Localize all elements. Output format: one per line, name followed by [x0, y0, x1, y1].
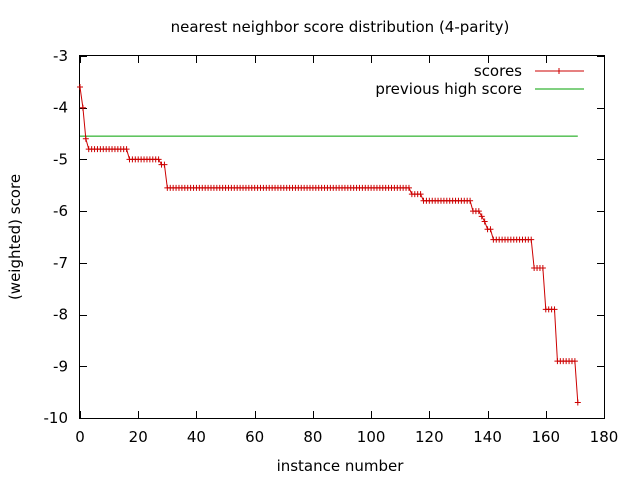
legend-label-scores: scores — [474, 62, 522, 80]
data-point-scores — [467, 197, 474, 204]
data-point-scores — [123, 146, 130, 153]
y-tick-label: -3 — [53, 47, 68, 65]
y-tick-label: -10 — [44, 409, 69, 427]
data-point-scores — [551, 306, 558, 313]
data-point-scores — [79, 104, 86, 111]
y-axis: -3 -4 -5 -6 -7 -8 -9 -10 — [44, 47, 604, 427]
x-tick-label: 60 — [245, 428, 264, 446]
x-axis-label: instance number — [277, 457, 405, 475]
y-tick-label: -4 — [53, 99, 68, 117]
data-point-scores — [571, 358, 578, 365]
series-line-scores — [79, 86, 579, 403]
legend-label-previous-high-score: previous high score — [375, 80, 522, 98]
y-tick-label: -7 — [53, 254, 68, 272]
legend-marker-scores — [556, 68, 562, 74]
plot-frame — [79, 55, 605, 419]
x-tick-label: 180 — [590, 428, 619, 446]
data-point-scores — [487, 226, 494, 233]
data-point-scores — [417, 191, 424, 198]
x-tick-label: 40 — [187, 428, 206, 446]
y-tick-label: -8 — [53, 306, 68, 324]
data-point-scores — [77, 84, 83, 91]
data-point-scores — [405, 184, 412, 191]
data-point-scores — [478, 213, 485, 220]
y-tick-label: -9 — [53, 357, 68, 375]
data-point-scores — [82, 135, 89, 142]
x-tick-label: 0 — [75, 428, 85, 446]
data-point-scores — [161, 161, 168, 168]
data-point-scores — [481, 218, 488, 225]
data-point-scores — [475, 208, 482, 215]
x-axis: 0 20 40 60 80 100 120 140 160 180 — [75, 56, 618, 446]
x-tick-label: 140 — [473, 428, 502, 446]
series-layer — [77, 84, 581, 406]
x-tick-label: 120 — [415, 428, 444, 446]
chart-title: nearest neighbor score distribution (4-p… — [171, 18, 510, 36]
data-point-scores — [528, 236, 535, 243]
data-point-scores — [539, 265, 546, 272]
x-tick-label: 160 — [531, 428, 560, 446]
x-tick-label: 20 — [129, 428, 148, 446]
x-tick-label: 80 — [303, 428, 322, 446]
y-tick-label: -5 — [53, 150, 68, 168]
data-point-scores — [155, 156, 162, 163]
legend: scores previous high score — [375, 62, 584, 98]
y-axis-label: (weighted) score — [6, 174, 24, 300]
y-tick-label: -6 — [53, 202, 68, 220]
x-tick-label: 100 — [357, 428, 386, 446]
data-point-scores — [574, 399, 581, 406]
